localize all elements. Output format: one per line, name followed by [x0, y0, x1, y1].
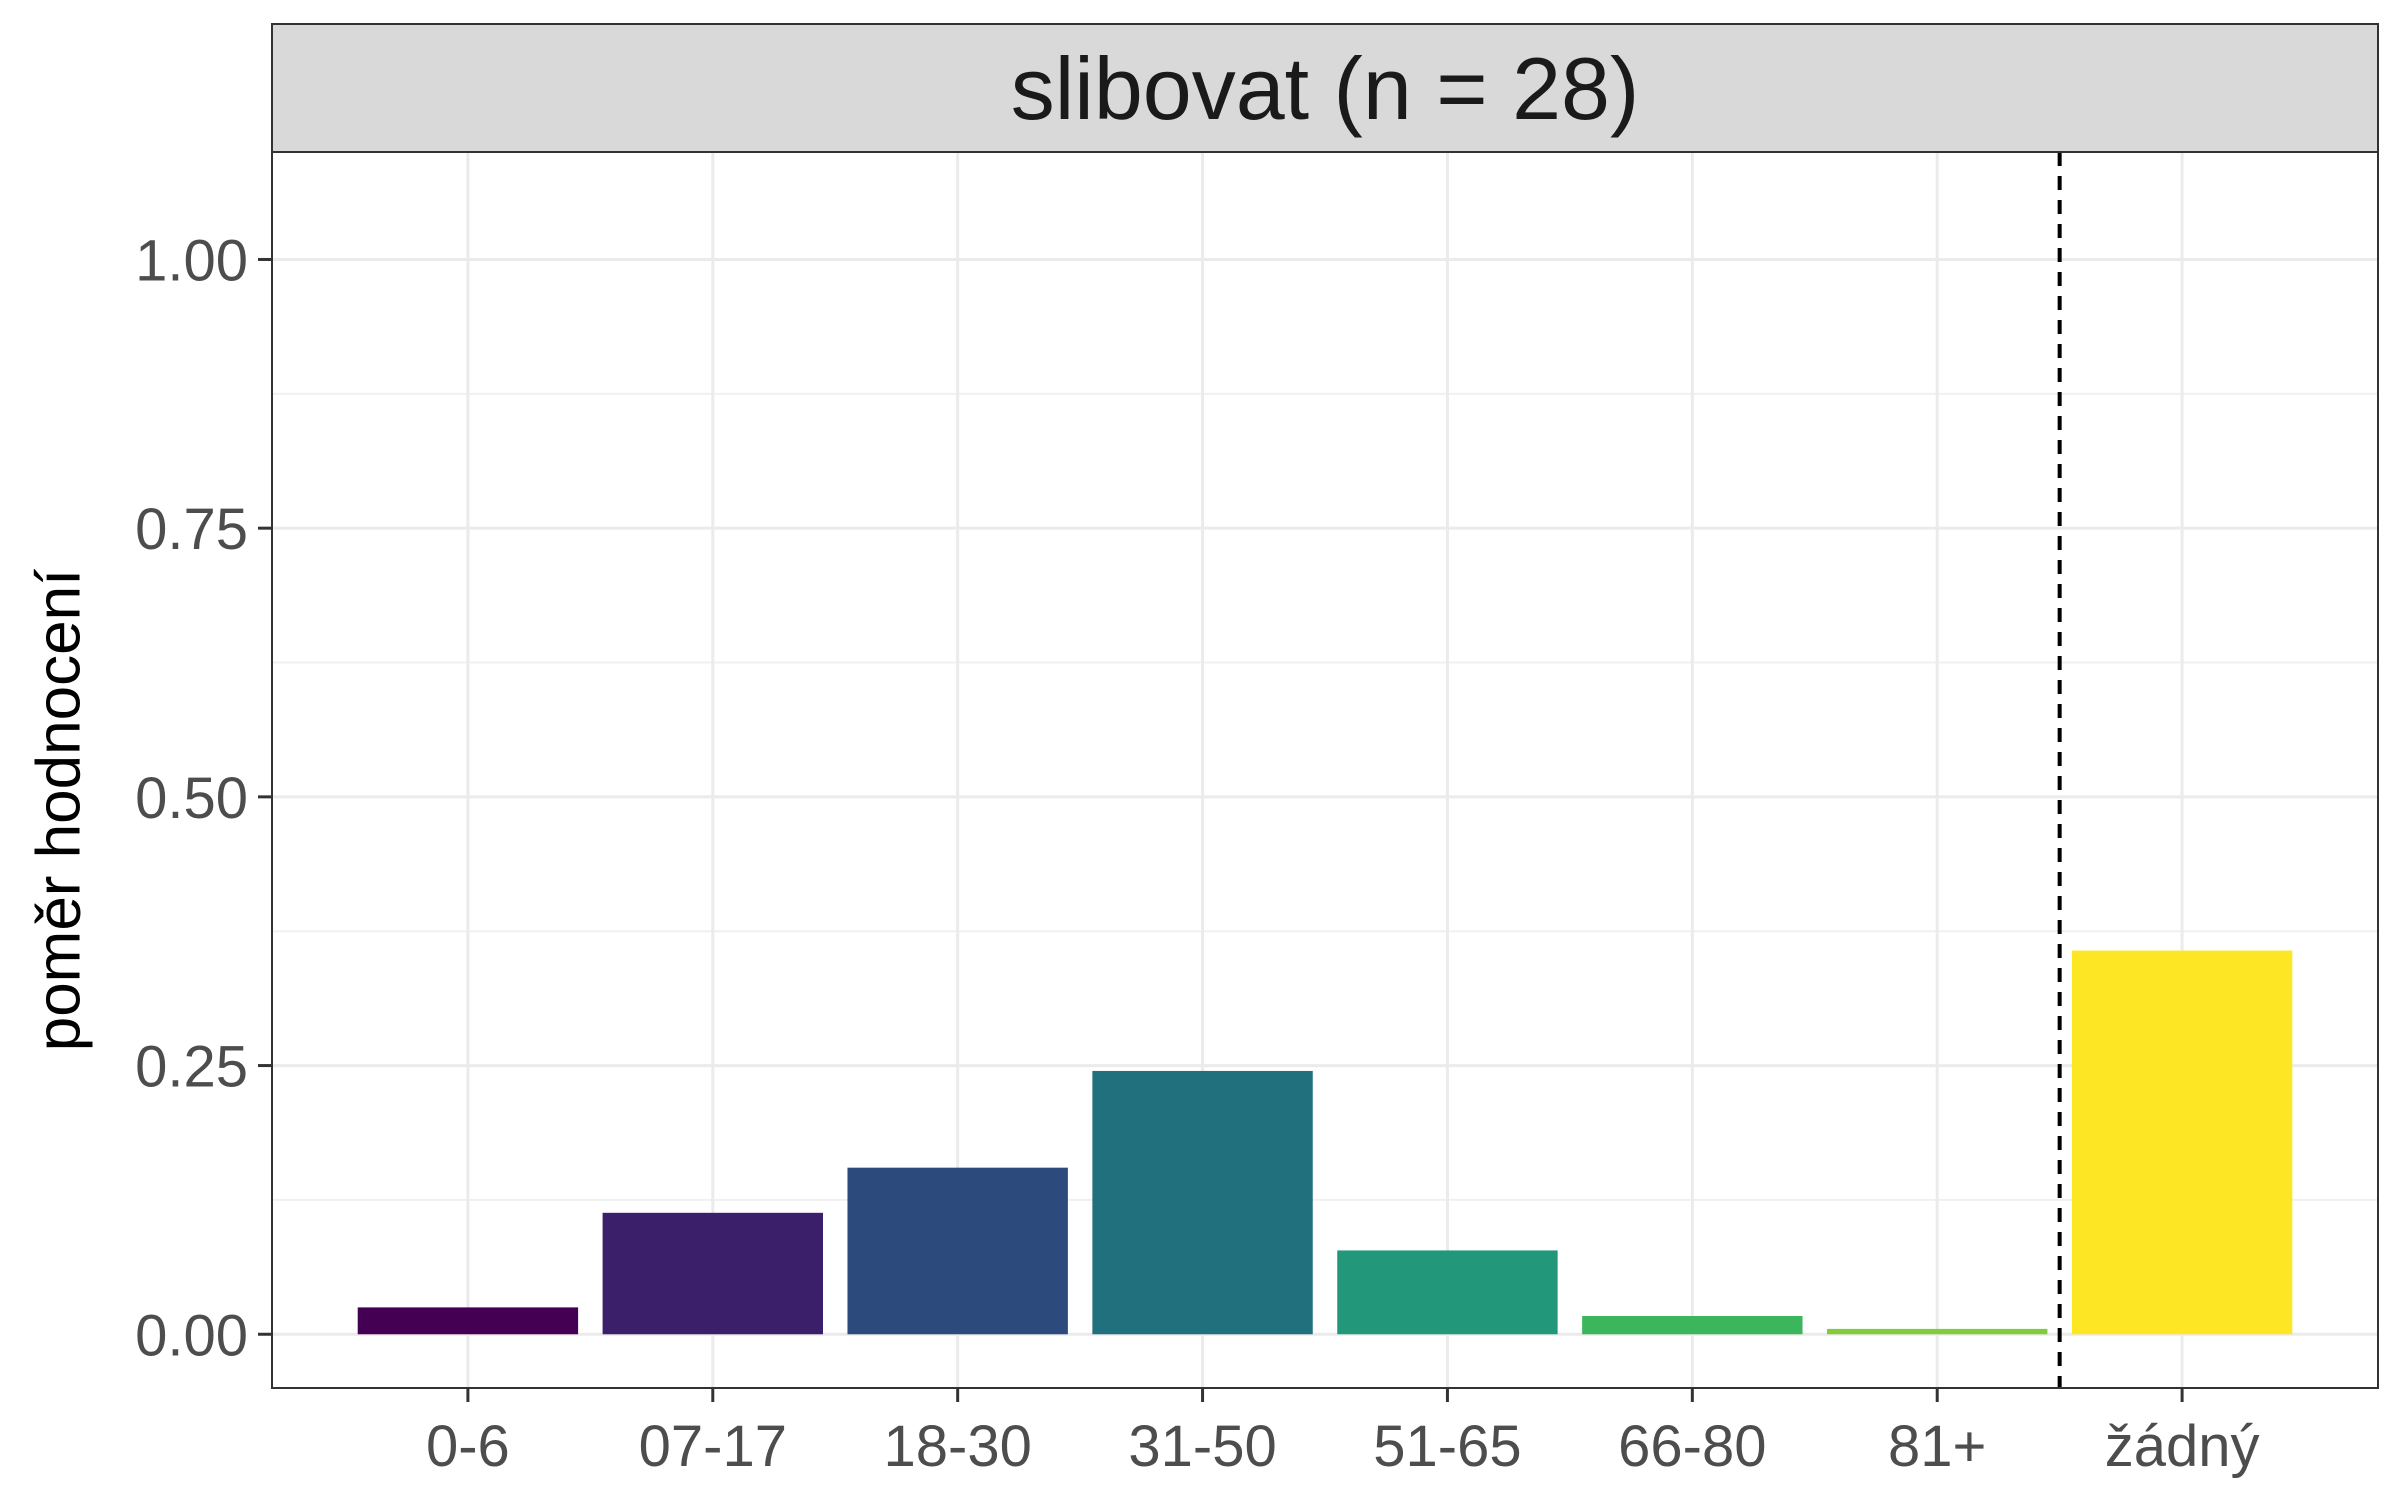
y-tick-label: 0.00	[135, 1303, 248, 1368]
bars	[357, 950, 2293, 1335]
x-tick-label: 0-6	[426, 1414, 510, 1479]
y-tick-label: 0.50	[135, 766, 248, 831]
bar-žádný	[2071, 950, 2293, 1335]
y-axis: 0.00 0.25 0.50 0.75 1.00	[135, 228, 272, 1368]
x-tick-label: 18-30	[884, 1414, 1032, 1479]
bar-51-65	[1337, 1250, 1558, 1335]
facet-strip	[271, 23, 2379, 153]
x-tick-label: 81+	[1888, 1414, 1986, 1479]
x-tick-label: 31-50	[1128, 1414, 1276, 1479]
bar-81+	[1827, 1328, 2048, 1335]
bar-66-80	[1582, 1315, 1803, 1335]
x-tick-label: 66-80	[1618, 1414, 1766, 1479]
facet-label: slibovat (n = 28)	[1011, 39, 1640, 138]
y-tick-label: 1.00	[135, 228, 248, 293]
y-tick-label: 0.75	[135, 497, 248, 562]
bar-18-30	[847, 1167, 1068, 1335]
x-axis: 0-6 07-17 18-30 31-50 51-65 66-80 81+ žádný	[426, 1388, 2259, 1479]
bar-07-17	[602, 1212, 823, 1335]
grid-lines	[272, 152, 2378, 1388]
x-tick-label: 51-65	[1373, 1414, 1521, 1479]
y-axis-title: poměr hodnocení	[25, 569, 94, 1052]
x-tick-label: žádný	[2105, 1414, 2260, 1479]
y-tick-label: 0.25	[135, 1035, 248, 1100]
bar-31-50	[1092, 1070, 1313, 1335]
x-tick-label: 07-17	[639, 1414, 787, 1479]
bar-0-6	[357, 1307, 579, 1335]
